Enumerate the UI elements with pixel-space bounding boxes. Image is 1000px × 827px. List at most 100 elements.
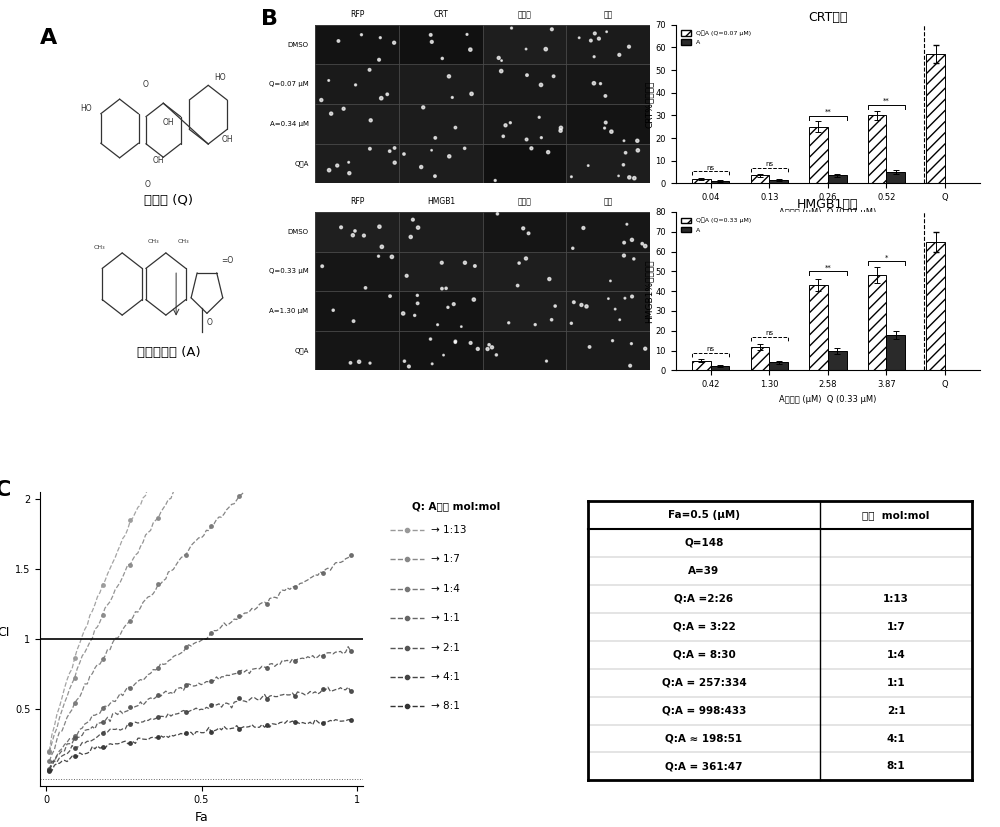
Point <box>447 121 463 134</box>
Legend: Q和A (Q=0.07 μM), A: Q和A (Q=0.07 μM), A <box>679 28 753 48</box>
Bar <box>483 331 566 370</box>
Text: A: A <box>40 28 57 48</box>
Point <box>611 170 627 183</box>
Point <box>630 144 646 157</box>
Point <box>637 240 653 253</box>
Bar <box>711 366 729 370</box>
Text: DMSO: DMSO <box>288 229 309 235</box>
Point <box>371 250 387 263</box>
Point <box>459 28 475 41</box>
Bar <box>769 180 788 184</box>
Bar <box>809 127 828 184</box>
Bar <box>315 65 399 104</box>
Text: 合并: 合并 <box>604 10 613 19</box>
Point <box>599 25 615 38</box>
Y-axis label: CRT%阳性细胞: CRT%阳性细胞 <box>645 80 654 127</box>
Text: O: O <box>207 318 212 327</box>
Bar <box>566 251 650 291</box>
Bar <box>828 175 847 184</box>
Point <box>518 42 534 55</box>
Point <box>518 252 534 265</box>
Point <box>453 320 469 333</box>
Point <box>616 134 632 147</box>
Legend: Q和A (Q=0.33 μM), A: Q和A (Q=0.33 μM), A <box>679 215 753 235</box>
Point <box>444 91 460 104</box>
Point <box>379 88 395 101</box>
Point <box>553 124 569 137</box>
Text: C: C <box>0 480 11 500</box>
Text: Q和A: Q和A <box>294 160 309 167</box>
Text: Q:A = 8:30: Q:A = 8:30 <box>673 649 735 660</box>
Y-axis label: HMGB1%阳性细胞: HMGB1%阳性细胞 <box>645 260 654 323</box>
Bar <box>751 175 769 184</box>
Point <box>619 218 635 231</box>
Point <box>403 231 419 244</box>
Text: **: ** <box>824 265 831 270</box>
Point <box>345 228 361 241</box>
Point <box>626 171 642 184</box>
Bar <box>483 251 566 291</box>
Point <box>446 298 462 311</box>
Point <box>447 335 463 348</box>
Point <box>466 293 482 306</box>
Text: Fa=0.5 (μM): Fa=0.5 (μM) <box>668 509 740 519</box>
Point <box>592 77 608 90</box>
Point <box>598 116 614 129</box>
Bar <box>566 25 650 65</box>
Point <box>410 297 426 310</box>
Point <box>424 36 440 49</box>
Text: → 8:1: → 8:1 <box>431 701 460 711</box>
Point <box>575 222 591 235</box>
Point <box>336 103 352 116</box>
Text: 细胞核: 细胞核 <box>518 197 531 206</box>
Point <box>362 63 378 76</box>
Point <box>519 69 535 82</box>
Text: Q:A =2:26: Q:A =2:26 <box>674 594 734 604</box>
Point <box>501 316 517 329</box>
Point <box>579 300 595 313</box>
Text: A=1.30 μM: A=1.30 μM <box>269 308 309 314</box>
Text: O: O <box>145 180 151 189</box>
Point <box>547 299 563 313</box>
Bar <box>483 25 566 65</box>
Point <box>423 28 439 41</box>
Bar <box>566 65 650 104</box>
Point <box>546 69 562 83</box>
Point <box>323 107 339 120</box>
Point <box>611 48 627 61</box>
Text: O: O <box>142 80 148 89</box>
Point <box>502 116 518 129</box>
Text: Q:A = 361:47: Q:A = 361:47 <box>665 762 743 772</box>
Point <box>374 240 390 253</box>
Point <box>348 79 364 92</box>
Text: → 1:7: → 1:7 <box>431 554 460 565</box>
Text: HO: HO <box>214 73 226 82</box>
Point <box>346 314 362 327</box>
Text: OH: OH <box>152 156 164 165</box>
Point <box>321 164 337 177</box>
Point <box>616 249 632 262</box>
Bar <box>566 212 650 251</box>
Text: ns: ns <box>707 346 715 351</box>
Point <box>491 51 507 65</box>
Point <box>586 50 602 64</box>
Text: **: ** <box>883 98 890 104</box>
Text: 様皮素 (Q): 様皮素 (Q) <box>144 194 193 207</box>
Point <box>396 355 412 368</box>
Bar <box>399 291 483 331</box>
Point <box>488 348 504 361</box>
Text: DMSO: DMSO <box>288 41 309 48</box>
Text: Q: A比例 mol:mol: Q: A比例 mol:mol <box>412 500 501 511</box>
Text: A=39: A=39 <box>688 566 720 576</box>
Point <box>618 146 634 160</box>
Point <box>603 125 619 138</box>
Point <box>634 237 650 251</box>
Text: 土木香内酯 (A): 土木香内酯 (A) <box>137 347 200 359</box>
Bar <box>399 65 483 104</box>
Point <box>441 150 457 163</box>
Bar <box>886 172 905 184</box>
Point <box>464 87 480 100</box>
Point <box>582 341 598 354</box>
Point <box>356 229 372 242</box>
Point <box>347 224 363 237</box>
